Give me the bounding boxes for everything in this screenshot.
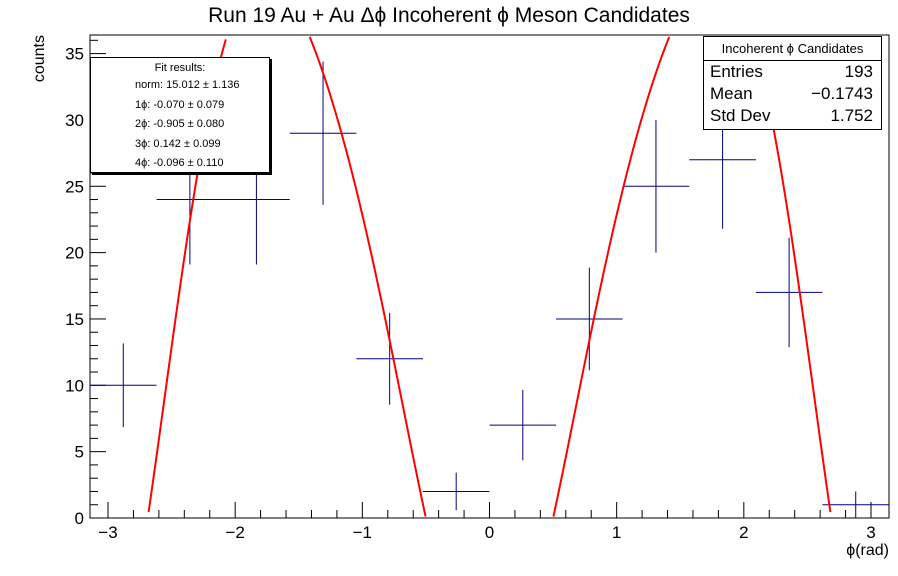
y-tick-label: 10	[65, 376, 84, 395]
y-tick-label: 35	[65, 45, 84, 64]
stats-value: 1.752	[830, 106, 873, 125]
stats-label: Entries	[710, 62, 763, 81]
histogram-point	[489, 389, 557, 461]
stats-value: 193	[844, 62, 873, 81]
y-tick-label: 5	[75, 443, 84, 462]
histogram-point	[356, 312, 423, 405]
y-tick-label: 0	[75, 509, 84, 528]
fit-curve	[147, 36, 832, 517]
x-tick-label: 2	[739, 523, 748, 542]
histogram-point	[422, 472, 490, 511]
stats-box-title: Incoherent ϕ Candidates	[704, 37, 881, 61]
fit-param-v1: 1ϕ: -0.070 ± 0.079	[135, 98, 225, 111]
y-tick-label: 15	[65, 310, 84, 329]
stats-value: −0.1743	[811, 84, 873, 103]
histogram-point	[622, 119, 690, 253]
fit-results-title: Fit results:	[154, 62, 206, 74]
stats-label: Std Dev	[710, 106, 771, 125]
x-tick-label: −2	[225, 523, 244, 542]
fit-param-v2: 2ϕ: -0.905 ± 0.080	[135, 118, 225, 130]
y-tick-label: 30	[65, 111, 84, 130]
histogram-point	[289, 61, 357, 205]
histogram-point	[90, 343, 157, 428]
chart-title: Run 19 Au + Au Δϕ Incoherent ϕ Meson Can…	[208, 4, 690, 27]
histogram-point	[822, 491, 889, 518]
fit-param-v4: 4ϕ: -0.096 ± 0.110	[135, 157, 224, 169]
x-tick-label: −1	[353, 523, 372, 542]
stats-box: Incoherent ϕ Candidates Entries 193 Mean…	[703, 36, 882, 130]
stats-row-entries: Entries 193	[704, 61, 881, 83]
stats-row-mean: Mean −0.1743	[704, 83, 881, 105]
fit-param-norm: norm: 15.012 ± 1.136	[135, 79, 240, 91]
stats-label: Mean	[710, 84, 753, 103]
stats-row-stddev: Std Dev 1.752	[704, 105, 881, 127]
x-tick-label: 0	[485, 523, 494, 542]
x-tick-label: −3	[98, 523, 117, 542]
fit-results-box: Fit results: norm: 15.012 ± 1.136 1ϕ: -0…	[90, 57, 270, 173]
x-axis-label: ϕ(rad)	[846, 542, 889, 559]
histogram-point	[755, 237, 823, 348]
y-tick-label: 20	[65, 244, 84, 263]
fit-param-v3: 3ϕ: 0.142 ± 0.099	[135, 137, 221, 150]
y-axis-label: counts	[31, 35, 48, 82]
x-tick-label: 3	[866, 523, 875, 542]
histogram-point	[556, 267, 623, 371]
y-tick-label: 25	[65, 177, 84, 196]
x-tick-label: 1	[612, 523, 621, 542]
